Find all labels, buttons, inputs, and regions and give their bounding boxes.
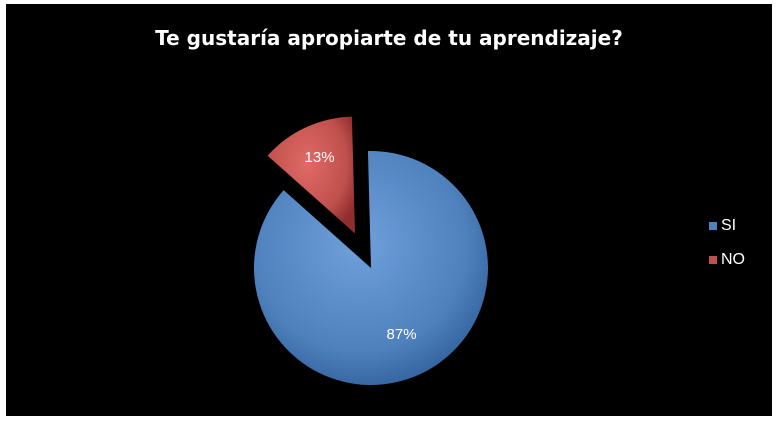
chart-title: Te gustaría apropiarte de tu aprendizaje… bbox=[155, 26, 623, 50]
pie-slice-si bbox=[253, 151, 489, 385]
legend-label-no: NO bbox=[721, 251, 745, 268]
pie-chart: 87% 13% bbox=[253, 116, 489, 385]
legend-swatch-no bbox=[709, 256, 717, 264]
pie-slice-no bbox=[267, 116, 356, 234]
legend-item-si: SI bbox=[709, 209, 745, 243]
data-label-no: 13% bbox=[305, 149, 335, 166]
legend-item-no: NO bbox=[709, 243, 745, 277]
data-label-si: 87% bbox=[387, 326, 417, 343]
legend-swatch-si bbox=[709, 222, 717, 230]
legend-label-si: SI bbox=[721, 217, 737, 234]
chart-legend: SI NO bbox=[709, 209, 745, 277]
chart-frame: Te gustaría apropiarte de tu aprendizaje… bbox=[6, 4, 772, 416]
